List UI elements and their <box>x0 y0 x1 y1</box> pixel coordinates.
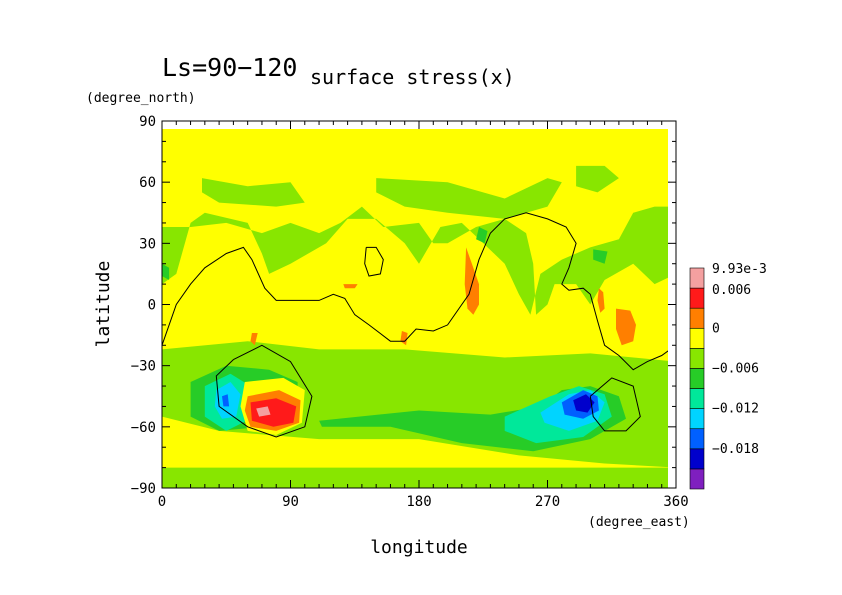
y-tick-label: 0 <box>148 298 156 314</box>
x-axis-label: longitude <box>370 537 468 558</box>
colorbar-swatch-10 <box>689 267 705 289</box>
colorbar-label: 9.93e-3 <box>712 262 767 277</box>
colorbar-swatch-4 <box>689 388 705 409</box>
x-tick-label: 270 <box>535 494 560 510</box>
colorbar-label: −0.006 <box>712 362 759 377</box>
colorbar-label: 0.006 <box>712 283 751 298</box>
fill-region-28 <box>162 263 170 280</box>
x-tick-label: 0 <box>158 494 166 510</box>
colorbar-swatch-3 <box>689 408 705 430</box>
fill-region-25 <box>343 284 358 289</box>
fill-region-24 <box>250 333 258 346</box>
colorbar-swatch-7 <box>689 327 705 349</box>
fill-region-18 <box>576 165 619 193</box>
chart-title-main: Ls=90−120 <box>162 53 297 82</box>
colorbar-label: −0.018 <box>712 442 759 457</box>
contour-line-1 <box>364 246 384 277</box>
contour-line-0 <box>162 212 668 371</box>
fill-region-21 <box>616 308 636 346</box>
fill-region-8 <box>250 398 297 427</box>
x-tick-label: 360 <box>663 494 688 510</box>
y-tick-label: −90 <box>131 481 156 497</box>
fill-region-5 <box>222 394 230 407</box>
colorbar-swatch-5 <box>689 368 705 389</box>
fill-region-17 <box>376 178 562 219</box>
topography-contours <box>162 212 668 438</box>
fill-region-22 <box>597 288 605 313</box>
axes: 0 90 180 270 360 90 60 30 0 −30 −60 −90 <box>131 114 689 510</box>
x-tick-label: 180 <box>406 494 431 510</box>
y-tick-label: −60 <box>131 420 156 436</box>
colorbar-swatch-1 <box>689 448 705 470</box>
y-axis-label: latitude <box>93 261 114 348</box>
fill-region-19 <box>333 373 377 387</box>
y-tick-label: 30 <box>139 236 156 252</box>
colorbar-label: −0.012 <box>712 402 759 417</box>
fill-region-27 <box>593 249 608 264</box>
fill-region-20 <box>464 247 479 315</box>
fill-region-9 <box>256 406 271 417</box>
colorbar-swatch-2 <box>689 428 705 450</box>
y-tick-label: 90 <box>139 114 156 130</box>
fill-region-14 <box>573 394 595 413</box>
contour-line-3 <box>589 377 641 432</box>
colorbar-swatch-9 <box>689 287 705 309</box>
colorbar-swatch-0 <box>689 468 705 490</box>
colorbar: −0.018 −0.012 −0.006 0 0.006 9.93e-3 <box>689 262 767 490</box>
colorbar-swatch-8 <box>689 307 705 329</box>
chart-title-sub: surface stress(x) <box>310 65 515 89</box>
x-tick-label: 90 <box>282 494 299 510</box>
y-axis-units: (degree_north) <box>86 91 196 106</box>
y-tick-label: −30 <box>131 359 156 375</box>
contour-fill-regions <box>162 165 668 488</box>
fill-region-26 <box>476 227 488 244</box>
colorbar-label: 0 <box>712 321 720 336</box>
colorbar-swatch-6 <box>689 348 705 369</box>
contour-line-2 <box>215 344 313 438</box>
plot-area <box>162 129 668 488</box>
fill-region-0 <box>162 467 668 488</box>
fill-region-15 <box>162 206 668 315</box>
fill-region-16 <box>202 178 305 207</box>
x-axis-units: (degree_east) <box>588 515 690 530</box>
fill-region-23 <box>400 331 408 346</box>
y-tick-label: 60 <box>139 175 156 191</box>
